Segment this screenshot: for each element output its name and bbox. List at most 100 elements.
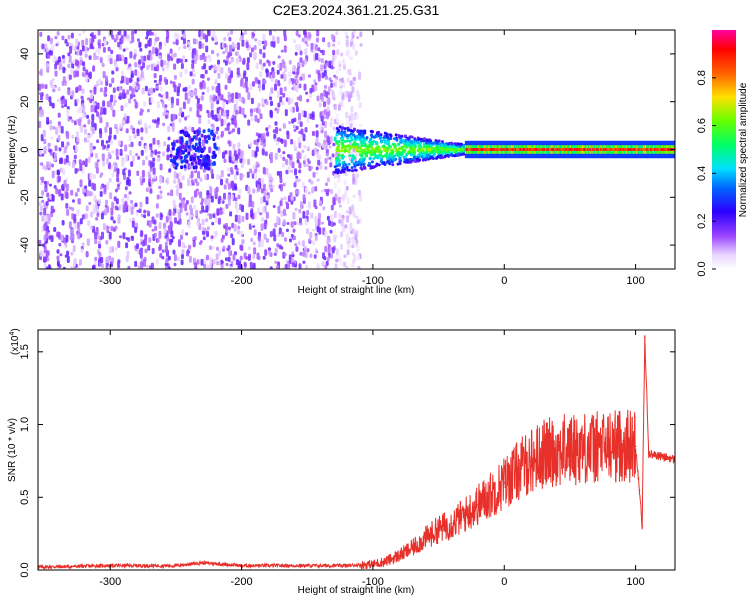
heatmap-cell: [227, 183, 231, 190]
heatmap-cell: [206, 264, 210, 269]
heatmap-cell: [225, 73, 228, 79]
heatmap-cell: [144, 43, 148, 49]
heatmap-cell: [294, 207, 298, 211]
heatmap-cell: [257, 184, 260, 192]
heatmap-cell: [193, 190, 197, 198]
heatmap-cell: [333, 210, 337, 219]
heatmap-cell: [228, 76, 232, 84]
heatmap-cell: [331, 90, 335, 99]
heatmap-cell: [38, 120, 42, 128]
heatmap-cell: [144, 234, 148, 241]
heatmap-cell: [194, 178, 198, 184]
heatmap-cell: [318, 100, 322, 108]
heatmap-cell: [66, 208, 70, 216]
heatmap-cell: [327, 140, 331, 146]
heatmap-cell: [376, 150, 380, 154]
heatmap-cell: [440, 146, 443, 150]
heatmap-cell: [276, 36, 280, 44]
heatmap-cell: [234, 186, 238, 191]
heatmap-cell: [183, 245, 187, 249]
heatmap-cell: [203, 82, 206, 90]
heatmap-cell: [79, 163, 83, 172]
heatmap-cell: [385, 155, 389, 159]
heatmap-cell: [161, 103, 165, 108]
heatmap-cell: [41, 251, 45, 258]
heatmap-cell: [383, 131, 387, 135]
heatmap-cell: [289, 154, 293, 161]
heatmap-cell: [136, 38, 140, 42]
heatmap-cell: [183, 45, 187, 49]
heatmap-cell: [253, 211, 257, 220]
heatmap-cell: [254, 172, 257, 181]
heatmap-cell: [243, 114, 247, 118]
heatmap-cell: [99, 128, 102, 134]
heatmap-cell: [97, 30, 101, 36]
snr-y-axis-label: SNR (10 * v/v): [7, 418, 18, 482]
heatmap-cell: [247, 158, 251, 165]
heatmap-cell: [345, 265, 349, 269]
heatmap-cell: [164, 114, 168, 119]
heatmap-cell: [87, 119, 91, 125]
heatmap-cell: [116, 177, 120, 183]
heatmap-cell: [115, 67, 119, 72]
heatmap-cell: [206, 86, 210, 93]
heatmap-cell: [89, 146, 93, 154]
heatmap-cell: [316, 95, 320, 102]
heatmap-cell: [342, 64, 346, 70]
heatmap-cell: [299, 95, 302, 102]
heatmap-cell: [340, 218, 344, 227]
heatmap-cell: [104, 208, 108, 216]
snr-point: [424, 537, 427, 539]
heatmap-cell: [52, 208, 56, 213]
heatmap-cell: [92, 127, 95, 135]
heatmap-cell: [158, 55, 162, 60]
heatmap-cell: [344, 224, 348, 229]
heatmap-cell: [278, 227, 282, 235]
heatmap-cell: [206, 230, 209, 238]
heatmap-cell: [248, 44, 251, 49]
heatmap-cell: [300, 128, 304, 135]
heatmap-cell: [87, 134, 91, 139]
heatmap-cell: [246, 171, 250, 178]
heatmap-cell: [245, 212, 249, 220]
heatmap-cell: [237, 214, 241, 223]
heatmap-cell: [295, 175, 299, 179]
heatmap-cell: [281, 231, 285, 238]
heatmap-cell: [110, 94, 114, 103]
heatmap-cell: [360, 129, 363, 133]
heatmap-cell: [314, 82, 318, 86]
heatmap-cell: [283, 209, 286, 216]
heatmap-cell: [250, 210, 254, 217]
heatmap-cell: [187, 41, 191, 46]
heatmap-cell: [224, 257, 228, 262]
heatmap-cell: [155, 48, 159, 57]
heatmap-cell: [108, 177, 112, 183]
heatmap-cell: [312, 240, 316, 246]
heatmap-cell: [315, 52, 319, 61]
heatmap-cell: [98, 44, 101, 50]
heatmap-cell: [126, 176, 130, 184]
heatmap-cell: [82, 73, 86, 78]
heatmap-cell: [75, 38, 78, 47]
heatmap-cell: [201, 218, 205, 226]
heatmap-cell: [210, 195, 214, 203]
heatmap-cell: [128, 98, 132, 104]
heatmap-cell: [179, 71, 183, 78]
heatmap-cell: [336, 49, 340, 56]
heatmap-cell: [164, 265, 168, 269]
heatmap-cell: [231, 114, 235, 119]
heatmap-cell: [70, 67, 74, 75]
y-tick-label: 40: [19, 48, 31, 60]
heatmap-cell: [147, 64, 151, 68]
heatmap-cell: [148, 237, 152, 243]
heatmap-cell: [179, 155, 183, 160]
heatmap-cell: [262, 167, 266, 175]
heatmap-cell: [216, 173, 220, 181]
heatmap-cell: [265, 211, 269, 219]
heatmap-cell: [213, 133, 216, 138]
heatmap-cell: [237, 148, 241, 155]
heatmap-cell: [347, 68, 351, 74]
heatmap-cell: [143, 214, 147, 219]
heatmap-cell: [242, 158, 246, 164]
heatmap-cell: [129, 150, 132, 156]
